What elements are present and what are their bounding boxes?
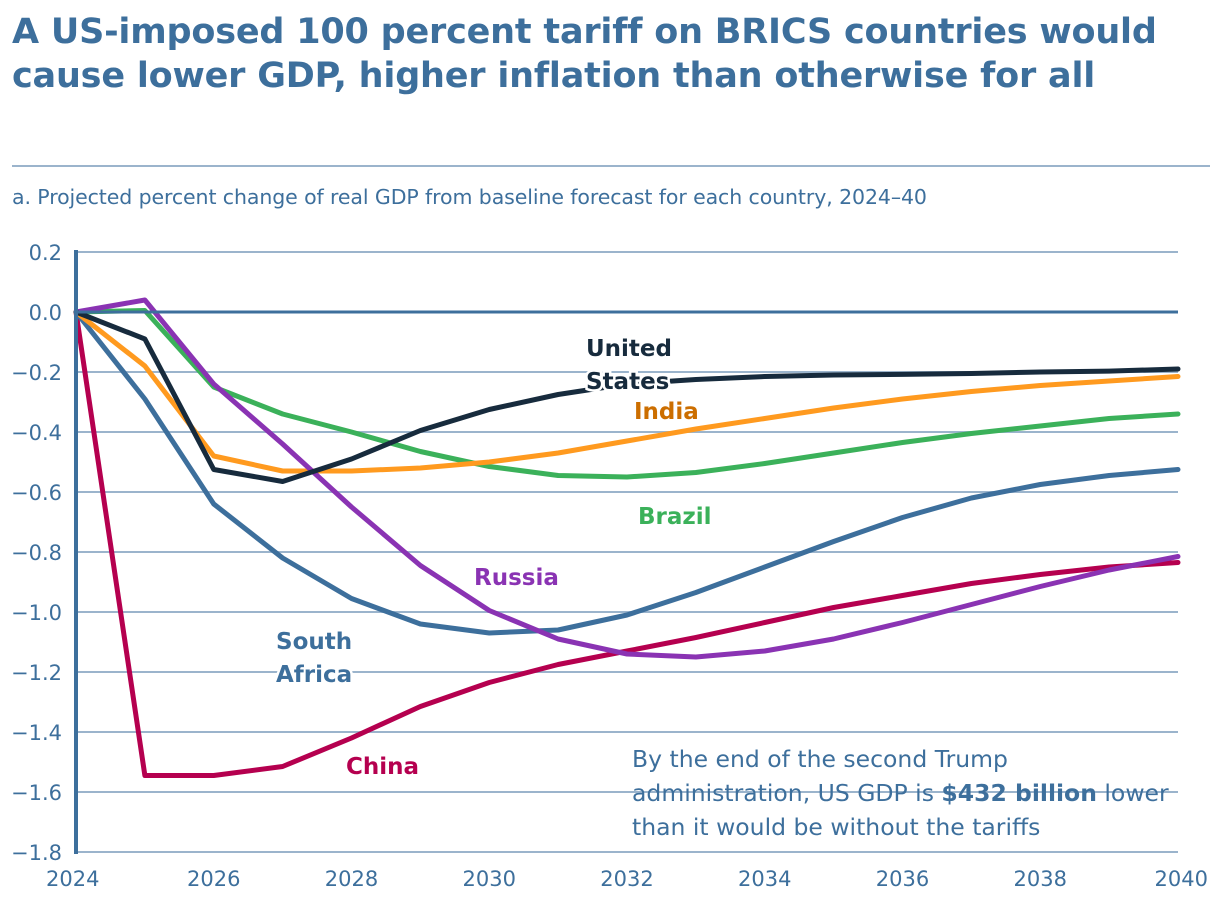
y-tick-label: −0.6 (11, 481, 62, 505)
x-tick-label: 2032 (600, 867, 653, 891)
series-label-india: India (634, 399, 699, 425)
annotation-text: By the end of the second Trump administr… (632, 745, 1008, 807)
y-tick-label: 0.2 (29, 241, 62, 265)
series-label-line: Africa (276, 662, 352, 688)
series-label-line: China (346, 754, 419, 780)
y-tick-label: −0.2 (11, 361, 62, 385)
y-tick-label: −0.4 (11, 421, 62, 445)
series-line-india (73, 309, 1181, 474)
x-tick-label: 2024 (46, 867, 99, 891)
series-lines (73, 297, 1181, 778)
series-label-line: South (276, 629, 352, 655)
series-label-line: Russia (474, 565, 559, 591)
y-tick-label: −0.8 (11, 541, 62, 565)
series-line-brazil (73, 308, 1181, 480)
x-tick-label: 2038 (1014, 867, 1067, 891)
y-tick-label: 0.0 (29, 301, 62, 325)
y-axis-ticks: 0.2 0.0 −0.2 −0.4 −0.6 −0.8 −1.0 −1.2 −1.4 −1.6 −1… (11, 241, 62, 865)
y-tick-label: −1.4 (11, 721, 62, 745)
series-label-line: Brazil (638, 504, 712, 530)
series-label-line: India (634, 399, 699, 425)
annotation-text-end: lower than it would be without the tarif… (632, 779, 1169, 841)
x-tick-label: 2034 (738, 867, 791, 891)
x-tick-label: 2026 (187, 867, 240, 891)
series-label-united-states: United States (586, 336, 672, 395)
x-tick-label: 2040 (1155, 867, 1208, 891)
series-line-china (73, 309, 1181, 778)
y-tick-label: −1.8 (11, 841, 62, 865)
annotation-highlight: $432 billion (941, 779, 1097, 807)
series-label-line: States (586, 369, 669, 395)
series-label-line: United (586, 336, 672, 362)
series-line-russia (73, 297, 1181, 660)
annotation: By the end of the second Trump administr… (632, 742, 1192, 844)
series-labels: China South Africa Brazil India Russia United S… (274, 334, 715, 783)
y-tick-label: −1.0 (11, 601, 62, 625)
title-divider (12, 165, 1210, 167)
series-label-russia: Russia (474, 565, 559, 591)
x-tick-label: 2036 (876, 867, 929, 891)
series-line-united-states (73, 309, 1181, 484)
x-tick-label: 2028 (325, 867, 378, 891)
x-tick-label: 2030 (463, 867, 516, 891)
chart-subtitle: a. Projected percent change of real GDP … (12, 185, 927, 209)
x-axis-ticks: 2024 2026 2028 2030 2032 2034 2036 2038 2040 (46, 867, 1208, 891)
series-label-south-africa: South Africa (276, 629, 352, 688)
chart-title: A US-imposed 100 percent tariff on BRICS… (12, 12, 1157, 96)
y-tick-label: −1.2 (11, 661, 62, 685)
series-label-brazil: Brazil (638, 504, 712, 530)
y-tick-label: −1.6 (11, 781, 62, 805)
series-line-south-africa (73, 309, 1181, 636)
series-label-china: China (346, 754, 419, 780)
